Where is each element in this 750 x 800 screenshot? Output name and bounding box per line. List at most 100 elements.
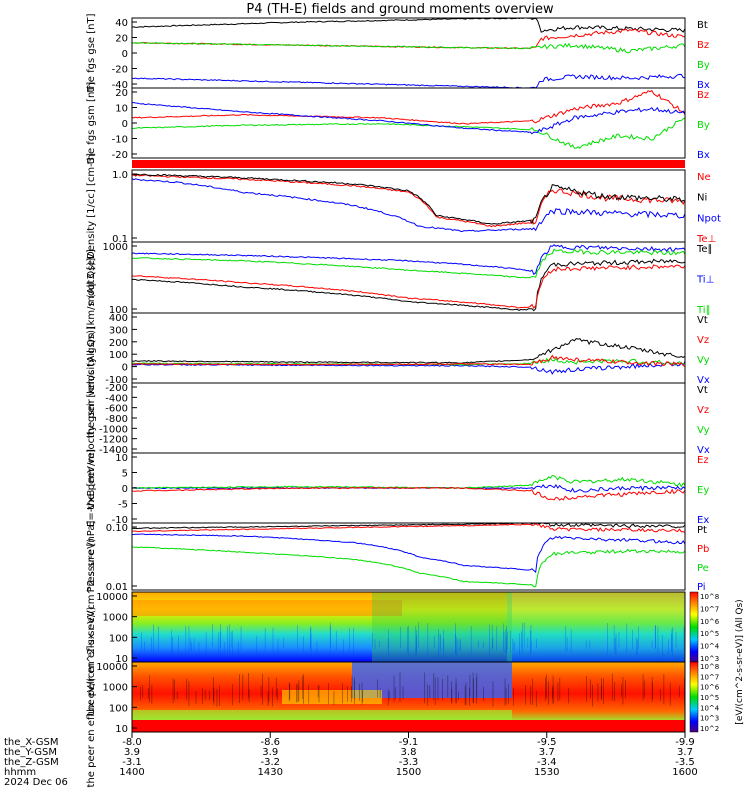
footer-value: -3.1 — [122, 757, 142, 768]
y-tick-label: 100 — [109, 350, 128, 361]
y-tick-label: -10 — [112, 515, 128, 526]
y-tick-label: 5 — [122, 469, 128, 480]
colorbar-tick-label: 10^4 — [700, 643, 720, 651]
legend-entry: Ey — [697, 485, 709, 496]
series-line-By — [131, 117, 686, 149]
y-tick-label: 10000 — [96, 592, 128, 603]
panel-7: 10 5 0 -5 -10 E=-VxB [mV/m] Ez Ey Ex — [86, 449, 709, 527]
footer-row-label: hhmm — [4, 767, 36, 778]
spectrogram-band — [132, 600, 402, 616]
y-tick-label: 0 — [122, 484, 128, 495]
y-tick-label: 100 — [109, 305, 128, 316]
series-line-Npot — [131, 178, 686, 233]
legend-entry: Bz — [697, 90, 709, 101]
footer-value: 1430 — [258, 767, 283, 778]
legend-entry: Ez — [697, 455, 709, 466]
series-line-Bx — [132, 102, 686, 135]
legend-entry: Npot — [697, 213, 721, 224]
footer-value: -8.6 — [260, 737, 280, 748]
y-tick-label: 1.0 — [112, 170, 128, 181]
footer-value: 3.8 — [401, 747, 417, 758]
y-tick-label: 10 — [115, 654, 128, 665]
colorbars: 10^810^710^610^510^410^310^810^710^610^5… — [689, 591, 745, 733]
colorbar-tick-label: 10^7 — [700, 673, 719, 681]
panel-4: 1000 100 moqt3 [eV] Te∥ Ti⊥ Ti∥ — [86, 241, 714, 316]
y-tick-label: -20 — [112, 150, 128, 161]
legend-entry: Bt — [697, 20, 708, 31]
legend-entry: Ne — [697, 172, 711, 183]
colorbar-tick-label: 10^8 — [700, 663, 719, 671]
series-line-Te⊥ — [131, 264, 686, 310]
series-line-Vz — [131, 354, 686, 367]
colorbar-tick-label: 10^4 — [700, 704, 720, 712]
spectrogram-band — [372, 592, 512, 662]
y-tick-label: -20 — [112, 65, 128, 76]
x-axis-footer: the_X-GSM -8.0 -8.6 -9.1 -9.5 -9.9 the_Y-GSM 3.… — [4, 732, 698, 788]
legend-entry: Vy — [697, 355, 710, 366]
panel-3: 1.0 0.1 Density [1/cc] [cm-3] Ne Ni Npot Te⊥ — [86, 153, 721, 259]
footer-value: -3.2 — [260, 757, 280, 768]
series-line-Pt — [131, 522, 686, 530]
panel-10: 10000 1000 100 10 the peer en eflux eV/(cm^2… — [86, 606, 686, 787]
y-tick-label: -200 — [105, 383, 128, 394]
footer-row-label: the_X-GSM — [4, 737, 58, 748]
y-axis-label: the fgs gsm [nT] — [86, 82, 97, 165]
y-tick-label: 0 — [122, 49, 128, 60]
legend-entry: Bz — [697, 40, 709, 51]
footer-value: 3.9 — [124, 747, 140, 758]
spectrogram-band — [282, 690, 382, 704]
colorbar-tick-label: 10^2 — [700, 725, 719, 733]
panel-frame — [131, 241, 686, 314]
y-tick-label: 10 — [115, 104, 128, 115]
legend-entry: Vx — [697, 375, 710, 386]
footer-row-label: the_Y-GSM — [4, 747, 57, 758]
colorbar-tick-label: 10^7 — [700, 605, 719, 613]
series-line-Ti⊥ — [131, 244, 686, 276]
y-axis-label: Density [1/cc] [cm-3] — [86, 153, 97, 259]
y-tick-label: 10 — [115, 724, 128, 735]
legend-entry: Ex — [697, 515, 709, 526]
y-tick-label: 40 — [115, 18, 128, 29]
y-tick-label: 200 — [109, 338, 128, 349]
legend-entry: Vt — [697, 385, 708, 396]
separator-band — [132, 160, 685, 168]
panel-frame — [131, 17, 686, 89]
colorbar-tick-label: 10^5 — [700, 630, 719, 638]
spectrogram-band — [132, 720, 685, 732]
y-axis-label: the peer en eflux eV/(cm^2-s-sr-eV) — [86, 606, 97, 787]
panel-frame — [131, 382, 686, 454]
series-line-Bz — [131, 89, 686, 125]
y-tick-label: 300 — [109, 325, 128, 336]
colorbar-label: [eV/(cm^2-s-sr-eV)] (All Qs) — [735, 599, 745, 724]
y-tick-label: 400 — [109, 313, 128, 324]
footer-value: -9.1 — [399, 737, 419, 748]
colorbar-tick-label: 10^8 — [700, 593, 719, 601]
panel-frame — [131, 312, 686, 384]
y-tick-label: -40 — [112, 80, 128, 91]
series-line-Ni — [131, 173, 686, 225]
panel-8: 0.10 0.01 Pressure [nPa] Pt Pb Pe Pi — [86, 521, 709, 593]
footer-date: 2024 Dec 06 — [4, 777, 68, 788]
colorbar — [689, 661, 699, 733]
footer-value: 3.7 — [539, 747, 555, 758]
legend-entry: Pb — [697, 544, 709, 555]
y-axis-label: E=-VxB [mV/m] — [86, 449, 97, 527]
legend-entry: By — [697, 120, 710, 131]
y-tick-label: -10 — [112, 135, 128, 146]
y-tick-label: -600 — [105, 404, 128, 415]
legend-entry: Te∥ — [696, 244, 713, 255]
y-tick-label: 20 — [115, 88, 128, 99]
legend-entry: Vz — [697, 405, 709, 416]
legend-entry: Pi — [697, 582, 706, 593]
footer-value: 1500 — [396, 767, 421, 778]
y-tick-label: 10000 — [96, 662, 128, 673]
panel-2: 20 10 0 -10 -20 the fgs gsm [nT] Bz By Bx — [86, 82, 710, 165]
y-axis-label: moqt3 [eV] — [86, 249, 97, 306]
series-line-Bx — [131, 73, 686, 89]
panel-frame — [131, 169, 686, 243]
y-axis-label: the fgs gse [nT] — [86, 13, 97, 92]
series-line-Pb — [132, 522, 686, 533]
y-tick-label: 100 — [109, 633, 128, 644]
